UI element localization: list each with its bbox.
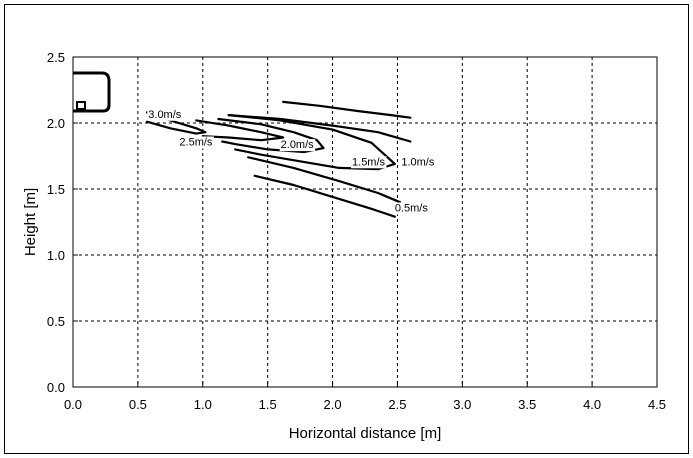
- x-tick-label: 2.5: [388, 397, 406, 412]
- contour-label: 0.5m/s: [395, 202, 429, 214]
- y-tick-label: 2.0: [47, 116, 65, 131]
- contour-labels: 3.0m/s 2.5m/s 2.0m/s 1.5m/s 1.0m/s 0.5m/s: [147, 108, 436, 215]
- contour-label-background: [178, 136, 214, 149]
- y-tick-label: 0.0: [47, 380, 65, 395]
- contour-line: [253, 174, 396, 218]
- contour-label: 2.5m/s: [179, 136, 213, 148]
- y-tick-label: 1.0: [47, 248, 65, 263]
- x-tick-labels: 0.0 0.5 1.0 1.5 2.0 2.5 3.0 3.5 4.0 4.5: [64, 397, 666, 412]
- x-tick-label: 4.5: [648, 397, 666, 412]
- y-tick-label: 2.5: [47, 50, 65, 65]
- x-tick-label: 1.0: [194, 397, 212, 412]
- tick-marks: [72, 56, 658, 388]
- contour-label: 1.5m/s: [352, 156, 386, 168]
- velocity-contour-chart: 0.0 0.5 1.0 1.5 2.0 2.5 3.0 3.5 4.0 4.5 0.0 0.5 1.0…: [22, 50, 666, 442]
- x-tick-label: 3.0: [453, 397, 471, 412]
- contour-label-background: [393, 202, 430, 215]
- contour-label-background: [400, 156, 436, 169]
- contour-label: 1.0m/s: [401, 156, 435, 168]
- y-axis-title: Height [m]: [22, 188, 39, 256]
- contour-label: 2.0m/s: [281, 139, 315, 151]
- grid: [73, 57, 657, 387]
- contour-label-background: [279, 139, 316, 152]
- x-tick-label: 3.5: [518, 397, 536, 412]
- plot-area: [72, 56, 658, 388]
- contour-line: [282, 100, 412, 119]
- y-tick-labels: 0.0 0.5 1.0 1.5 2.0 2.5: [47, 50, 65, 395]
- x-tick-label: 0.0: [64, 397, 82, 412]
- x-tick-label: 2.0: [324, 397, 342, 412]
- x-axis-title: Horizontal distance [m]: [289, 425, 442, 442]
- x-tick-label: 0.5: [129, 397, 147, 412]
- contour-line: [247, 156, 402, 204]
- chart-frame: 0.0 0.5 1.0 1.5 2.0 2.5 3.0 3.5 4.0 4.5 0.0 0.5 1.0…: [4, 4, 689, 454]
- air-outlet-icon: [73, 71, 111, 113]
- x-tick-label: 1.5: [259, 397, 277, 412]
- contour-line: [195, 119, 285, 142]
- contour-label: 3.0m/s: [148, 109, 182, 121]
- contour-line: [217, 117, 325, 154]
- x-tick-label: 4.0: [583, 397, 601, 412]
- contour-line: [227, 114, 412, 143]
- y-tick-label: 0.5: [47, 314, 65, 329]
- y-tick-label: 1.5: [47, 182, 65, 197]
- contour-label-background: [351, 156, 387, 169]
- contour-label-background: [147, 108, 183, 121]
